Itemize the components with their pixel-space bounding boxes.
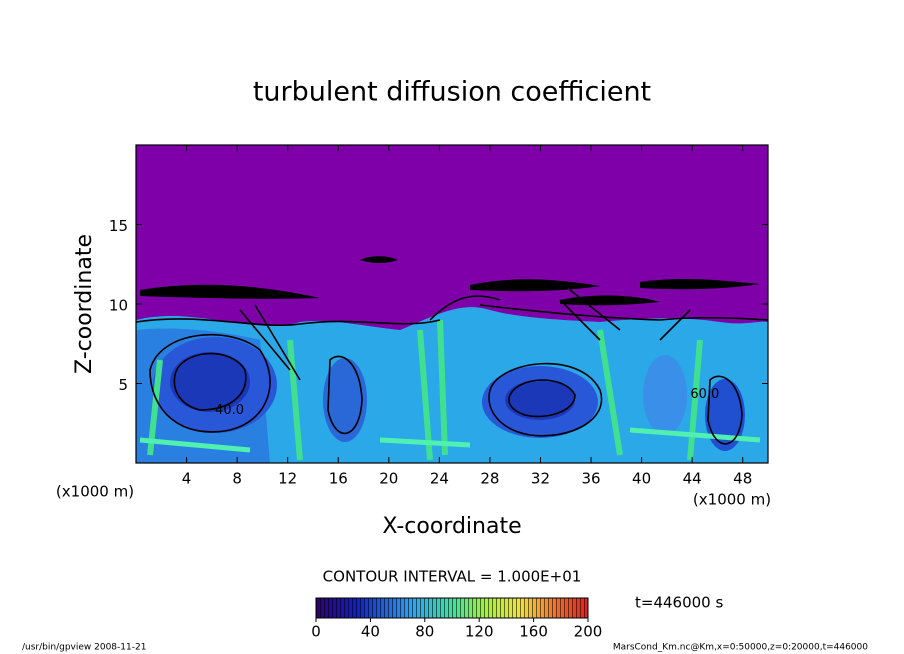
x-axis-label: X-coordinate bbox=[382, 514, 521, 539]
x-tick-label: 36 bbox=[581, 470, 600, 488]
colorbar-tick-label: 80 bbox=[415, 623, 434, 641]
y-axis-label: Z-coordinate bbox=[72, 234, 97, 374]
x-tick-label: 24 bbox=[430, 470, 449, 488]
footer-right: MarsCond_Km.nc@Km,x=0:50000,z=0:20000,t=… bbox=[613, 643, 868, 653]
colorbar-tick-label: 200 bbox=[574, 623, 603, 641]
x-tick-label: 40 bbox=[632, 470, 651, 488]
y-tick-label: 15 bbox=[109, 217, 128, 235]
y-tick-label: 5 bbox=[118, 376, 128, 394]
x-unit-label: (x1000 m) bbox=[56, 483, 134, 501]
x-tick-label: 4 bbox=[182, 470, 192, 488]
colorbar-tick-label: 120 bbox=[465, 623, 494, 641]
colorbar-tick-label: 0 bbox=[311, 623, 321, 641]
colorbar-lines bbox=[315, 597, 589, 619]
contour-interval: CONTOUR INTERVAL = 1.000E+01 bbox=[323, 568, 582, 586]
chart-title: turbulent diffusion coefficient bbox=[253, 77, 651, 108]
colorbar-tick-label: 40 bbox=[361, 623, 380, 641]
x-tick-label: 28 bbox=[480, 470, 499, 488]
time-label: t=446000 s bbox=[635, 594, 723, 612]
x-tick-label: 44 bbox=[683, 470, 702, 488]
x-tick-label: 8 bbox=[232, 470, 242, 488]
contour-label: 60.0 bbox=[690, 387, 719, 402]
colorbar-tick-label: 160 bbox=[519, 623, 548, 641]
y-tick-label: 10 bbox=[109, 297, 128, 315]
x-tick-label: 32 bbox=[531, 470, 550, 488]
x-tick-label: 16 bbox=[329, 470, 348, 488]
x-tick-label: 48 bbox=[733, 470, 752, 488]
footer-left: /usr/bin/gpview 2008-11-21 bbox=[22, 643, 146, 653]
x-tick-label: 12 bbox=[278, 470, 297, 488]
x-tick-label: 20 bbox=[379, 470, 398, 488]
x-unit-label: (x1000 m) bbox=[693, 491, 771, 509]
contour-label: 40.0 bbox=[215, 403, 244, 418]
contour-field bbox=[136, 145, 768, 463]
